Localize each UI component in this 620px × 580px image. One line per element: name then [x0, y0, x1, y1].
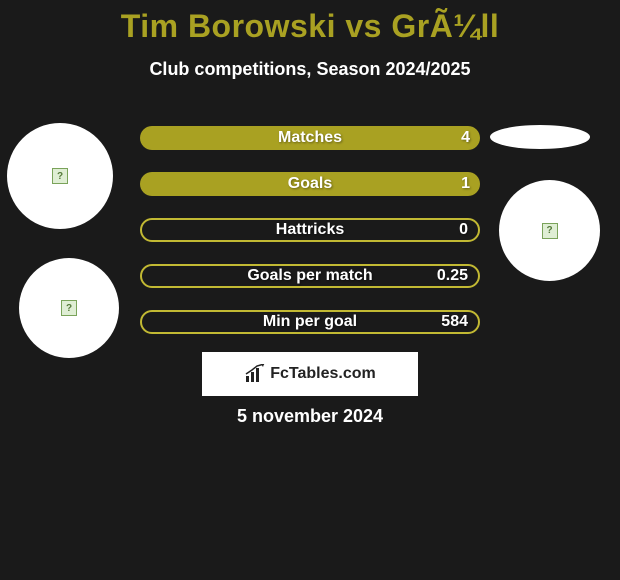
chart-icon [244, 364, 266, 384]
stat-label: Goals per match [247, 267, 372, 285]
stat-row: Goals 1 [140, 172, 480, 196]
stat-value: 0.25 [437, 267, 468, 285]
image-placeholder-icon: ? [542, 223, 558, 239]
image-placeholder-icon: ? [52, 168, 68, 184]
stat-value: 1 [461, 175, 470, 193]
stat-label: Goals [288, 175, 332, 193]
stat-row: Hattricks 0 [140, 218, 480, 242]
decor-ellipse [490, 125, 590, 149]
date-label: 5 november 2024 [0, 406, 620, 427]
decor-circle: ? [499, 180, 600, 281]
stat-value: 0 [459, 221, 468, 239]
stat-label: Hattricks [276, 221, 344, 239]
stat-row: Min per goal 584 [140, 310, 480, 334]
subtitle: Club competitions, Season 2024/2025 [0, 59, 620, 80]
stat-value: 584 [441, 313, 468, 331]
page-title: Tim Borowski vs GrÃ¼ll [0, 0, 620, 45]
stat-value: 4 [461, 129, 470, 147]
stats-panel: Matches 4 Goals 1 Hattricks 0 Goals per match 0… [140, 126, 480, 356]
brand-text: FcTables.com [270, 365, 376, 383]
stat-label: Min per goal [263, 313, 357, 331]
decor-circle: ? [19, 258, 119, 358]
image-placeholder-icon: ? [61, 300, 77, 316]
brand-box: FcTables.com [202, 352, 418, 396]
stat-row: Matches 4 [140, 126, 480, 150]
decor-circle: ? [7, 123, 113, 229]
stat-row: Goals per match 0.25 [140, 264, 480, 288]
stat-label: Matches [278, 129, 342, 147]
